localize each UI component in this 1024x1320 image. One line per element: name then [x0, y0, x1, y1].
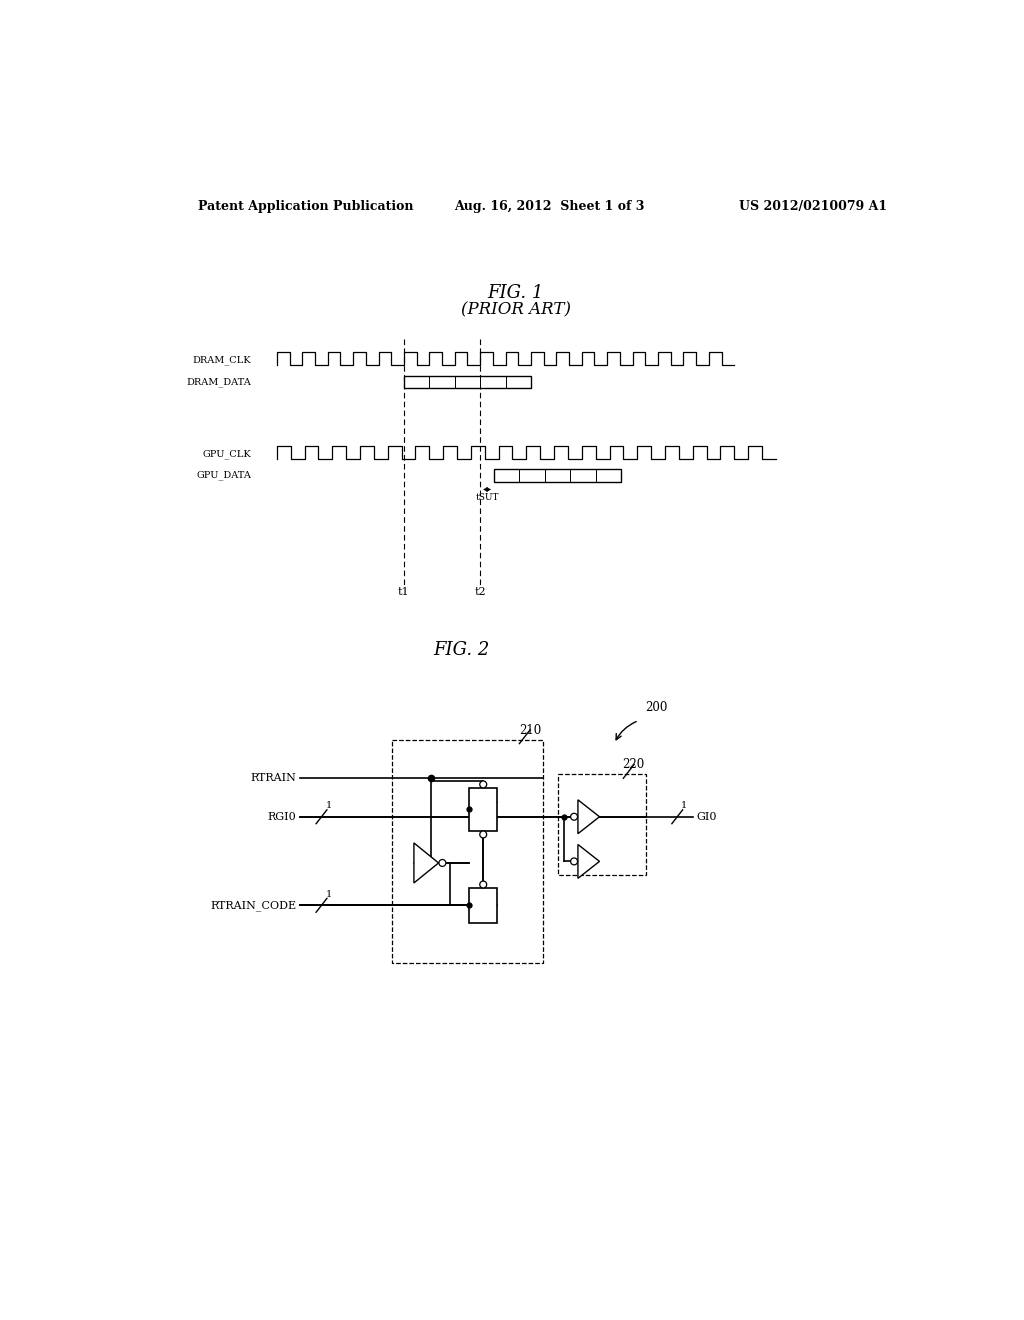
- Text: RGI0: RGI0: [267, 812, 296, 822]
- Text: tSUT: tSUT: [475, 492, 499, 502]
- Circle shape: [570, 858, 578, 865]
- Text: Aug. 16, 2012  Sheet 1 of 3: Aug. 16, 2012 Sheet 1 of 3: [454, 199, 644, 213]
- Text: 1: 1: [326, 801, 332, 810]
- Bar: [392, 739, 543, 964]
- Text: RTRAIN: RTRAIN: [250, 774, 296, 783]
- Bar: [469, 888, 497, 923]
- Text: (PRIOR ART): (PRIOR ART): [461, 301, 570, 318]
- Circle shape: [480, 880, 486, 888]
- Text: GI0: GI0: [696, 812, 717, 822]
- Circle shape: [439, 859, 445, 866]
- Text: 1: 1: [681, 801, 687, 810]
- Bar: [558, 775, 646, 874]
- Text: DRAM_DATA: DRAM_DATA: [186, 376, 252, 387]
- Text: 220: 220: [623, 758, 645, 771]
- Bar: [403, 376, 531, 388]
- Circle shape: [480, 832, 486, 838]
- Text: t1: t1: [398, 587, 410, 597]
- Circle shape: [570, 813, 578, 820]
- Circle shape: [480, 781, 486, 788]
- Text: GPU_CLK: GPU_CLK: [203, 449, 252, 459]
- Text: Patent Application Publication: Patent Application Publication: [199, 199, 414, 213]
- Text: RTRAIN_CODE: RTRAIN_CODE: [210, 900, 296, 911]
- Polygon shape: [578, 845, 599, 878]
- Text: FIG. 1: FIG. 1: [487, 284, 544, 302]
- Bar: [494, 470, 621, 482]
- Text: 200: 200: [645, 701, 668, 714]
- Bar: [469, 788, 497, 830]
- Text: GPU_DATA: GPU_DATA: [197, 471, 252, 480]
- Text: 210: 210: [519, 723, 541, 737]
- Text: DRAM_CLK: DRAM_CLK: [193, 355, 252, 366]
- Polygon shape: [414, 843, 438, 883]
- Text: FIG. 2: FIG. 2: [433, 640, 489, 659]
- Text: 1: 1: [326, 890, 332, 899]
- Text: t2: t2: [474, 587, 486, 597]
- Text: US 2012/0210079 A1: US 2012/0210079 A1: [739, 199, 887, 213]
- Polygon shape: [578, 800, 599, 834]
